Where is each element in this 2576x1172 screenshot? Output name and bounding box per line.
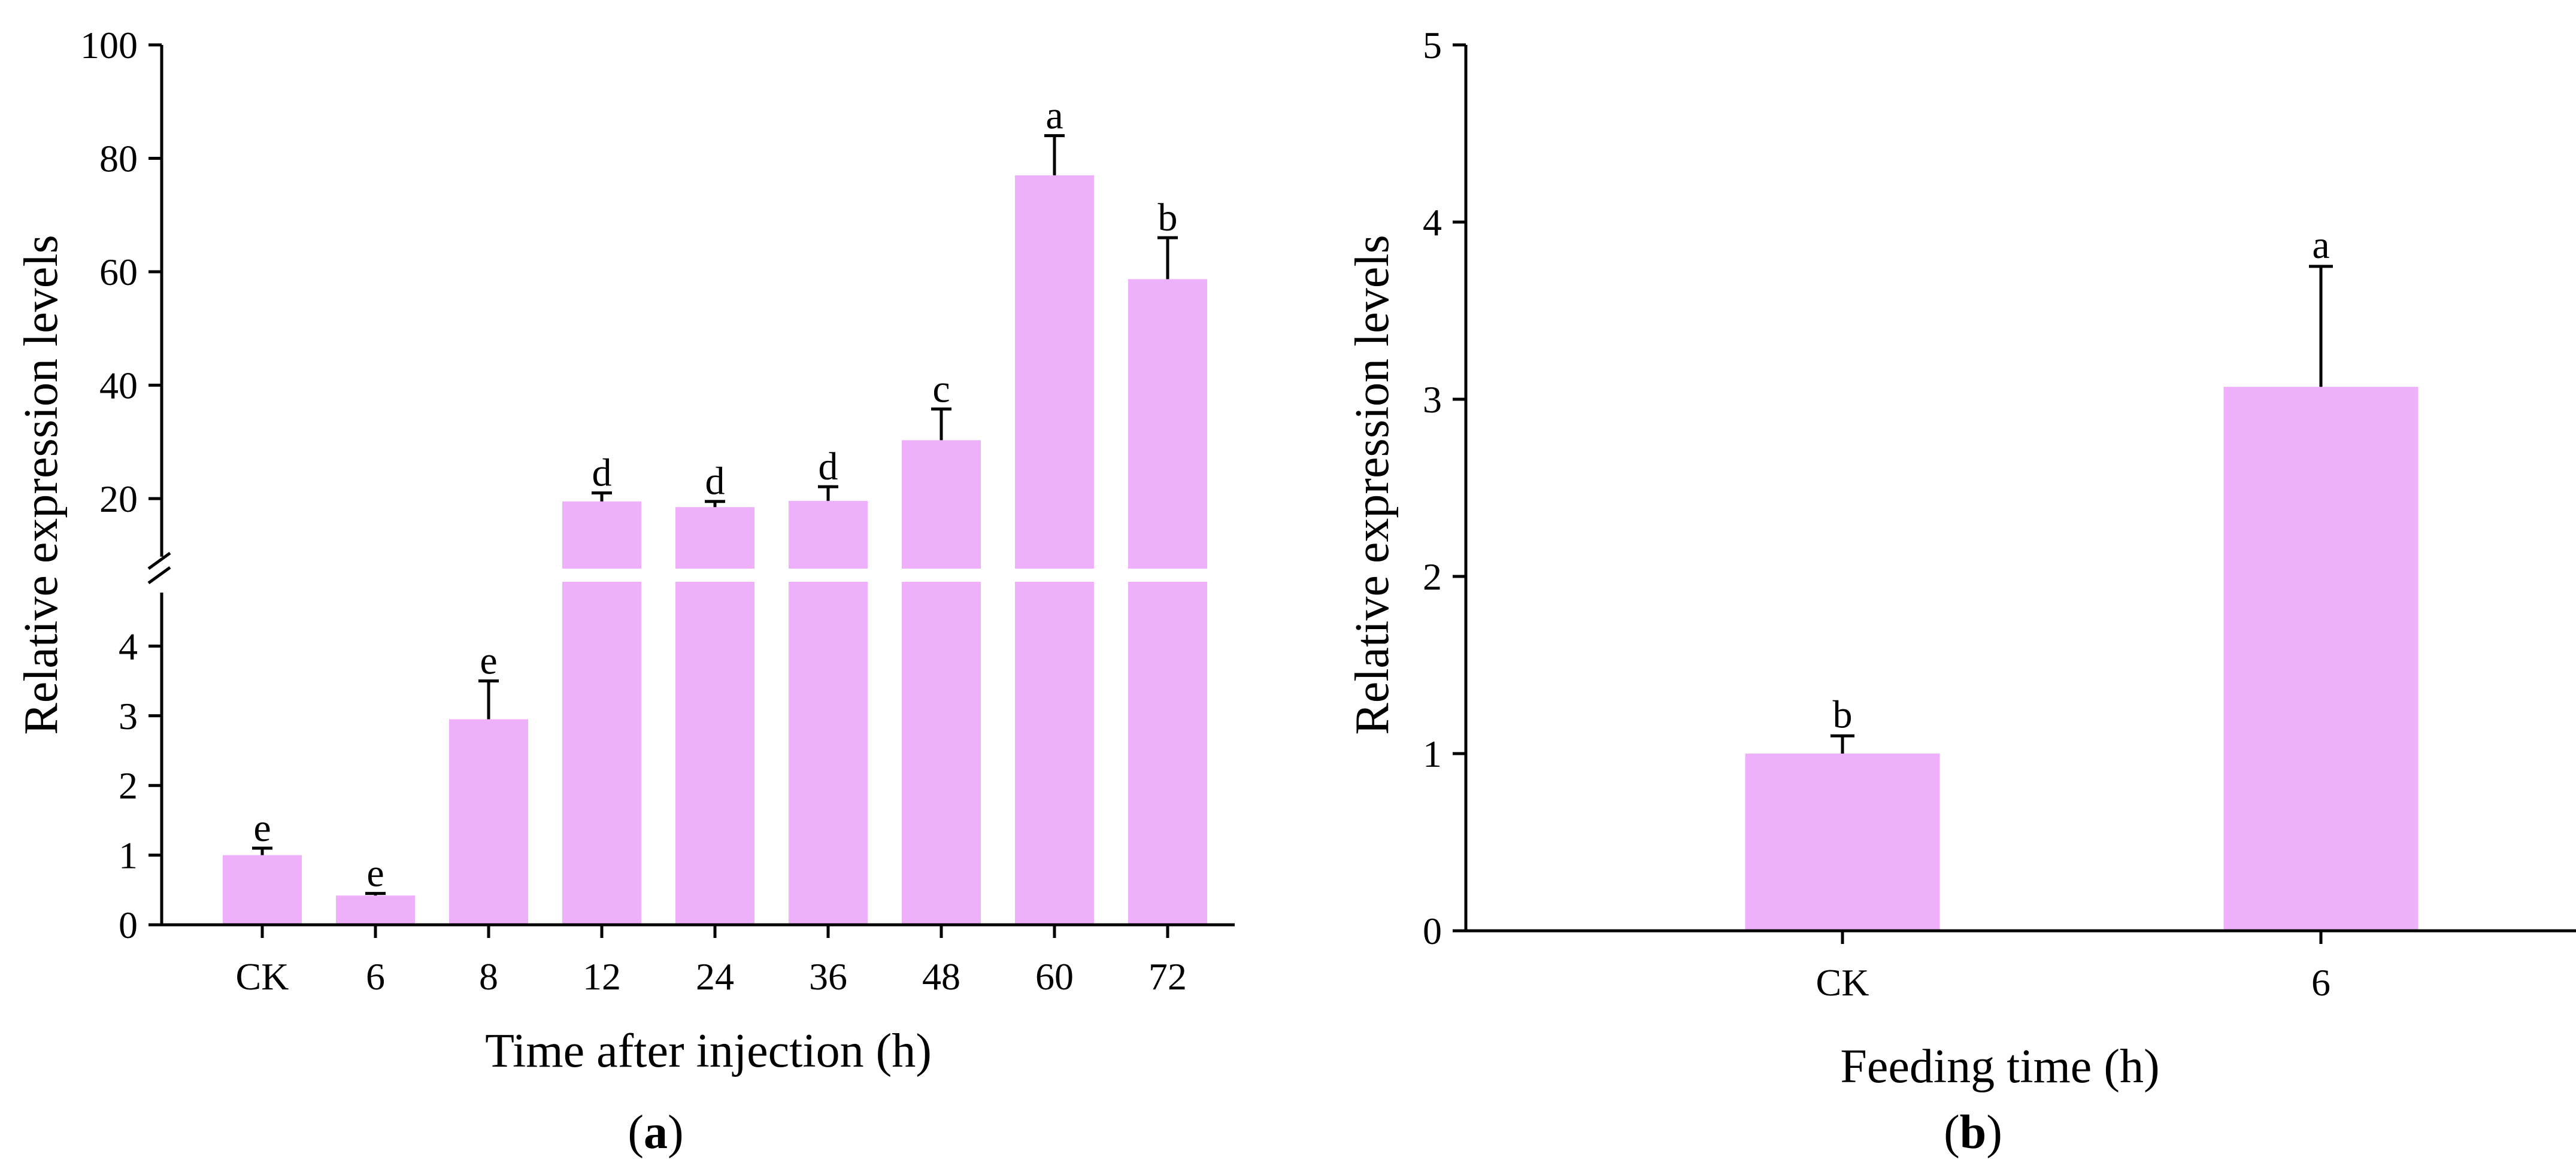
bar — [1128, 279, 1207, 569]
y-tick-label: 40 — [99, 365, 138, 407]
panel-b-caption: (b) — [1944, 1106, 2002, 1159]
x-tick-label: 8 — [479, 955, 498, 998]
bar — [675, 507, 754, 569]
bar — [789, 500, 868, 569]
y-tick-label: 1 — [119, 834, 138, 877]
x-tick-label: CK — [236, 955, 289, 998]
axis-break-mark — [147, 566, 171, 585]
panel-b-caption-letter: b — [1960, 1106, 1987, 1159]
y-tick-label: 1 — [1423, 733, 1442, 775]
y-tick-label: 80 — [99, 138, 138, 180]
bar-lower-segment — [675, 582, 754, 925]
significance-letter: c — [932, 367, 950, 411]
bar — [449, 719, 528, 925]
panel-b-y-axis-label: Relative expression levels — [1346, 235, 1399, 734]
panel-b-error-bars — [1831, 265, 2333, 754]
panel-b-letters: ba — [1833, 223, 2330, 736]
significance-letter: a — [2312, 223, 2329, 267]
significance-letter: d — [705, 460, 725, 503]
x-tick-label: 60 — [1035, 955, 1074, 998]
panel-a-caption-letter: a — [644, 1106, 668, 1159]
significance-letter: e — [366, 852, 384, 895]
y-tick-label: 4 — [119, 625, 138, 667]
x-tick-label: 48 — [922, 955, 960, 998]
significance-letter: d — [819, 445, 838, 488]
y-tick-label: 100 — [80, 24, 138, 66]
y-tick-label: 2 — [119, 764, 138, 807]
significance-letter: a — [1045, 94, 1063, 138]
significance-letter: e — [253, 806, 271, 850]
significance-letter: d — [592, 451, 612, 495]
panel-b-caption-close: ) — [1986, 1106, 2002, 1159]
panel-b-bars — [1745, 387, 2419, 931]
bar — [902, 440, 981, 569]
x-tick-label: 72 — [1148, 955, 1187, 998]
x-tick-label: 6 — [366, 955, 385, 998]
y-tick-label: 5 — [1423, 24, 1442, 66]
panel-a-x-axis-label: Time after injection (h) — [485, 1025, 932, 1077]
panel-a-caption-open: ( — [628, 1106, 644, 1159]
y-tick-label: 60 — [99, 251, 138, 293]
panel-a-error-bars — [252, 134, 1178, 896]
x-tick-label: CK — [1816, 961, 1869, 1004]
y-tick-label: 3 — [119, 695, 138, 737]
x-tick-label: 24 — [696, 955, 734, 998]
panel-b-x-axis-label: Feeding time (h) — [1840, 1040, 2159, 1093]
x-tick-label: 6 — [2311, 961, 2330, 1004]
bar — [1745, 754, 1940, 931]
bar — [1015, 175, 1094, 569]
y-tick-label: 2 — [1423, 555, 1442, 598]
bar-lower-segment — [1015, 582, 1094, 925]
bar — [223, 855, 302, 925]
panel-a-letters: e e e d d d c a b — [253, 94, 1177, 895]
panel-b-caption-open: ( — [1944, 1106, 1960, 1159]
panel-a-bars — [223, 175, 1207, 925]
bar-lower-segment — [1128, 582, 1207, 925]
bar — [2223, 387, 2419, 931]
panel-a-caption: (a) — [628, 1106, 683, 1159]
bar-lower-segment — [562, 582, 641, 925]
y-tick-label: 3 — [1423, 378, 1442, 421]
panel-a-caption-close: ) — [668, 1106, 684, 1159]
bar-lower-segment — [902, 582, 981, 925]
significance-letter: e — [480, 639, 497, 683]
bar — [336, 895, 415, 925]
x-tick-label: 12 — [583, 955, 621, 998]
significance-letter: b — [1833, 693, 1853, 736]
axis-break-mark — [147, 551, 171, 570]
x-tick-label: 36 — [809, 955, 847, 998]
y-tick-label: 0 — [119, 904, 138, 946]
panel-a-y-axis-label: Relative expression levels — [15, 235, 68, 734]
y-tick-label: 0 — [1423, 910, 1442, 952]
y-tick-label: 20 — [99, 478, 138, 520]
y-tick-label: 4 — [1423, 201, 1442, 244]
significance-letter: b — [1158, 196, 1178, 239]
bar-lower-segment — [789, 582, 868, 925]
panel-b-axes: CK 6 0 1 2 3 4 5 — [1423, 24, 2576, 1004]
bar — [562, 501, 641, 569]
